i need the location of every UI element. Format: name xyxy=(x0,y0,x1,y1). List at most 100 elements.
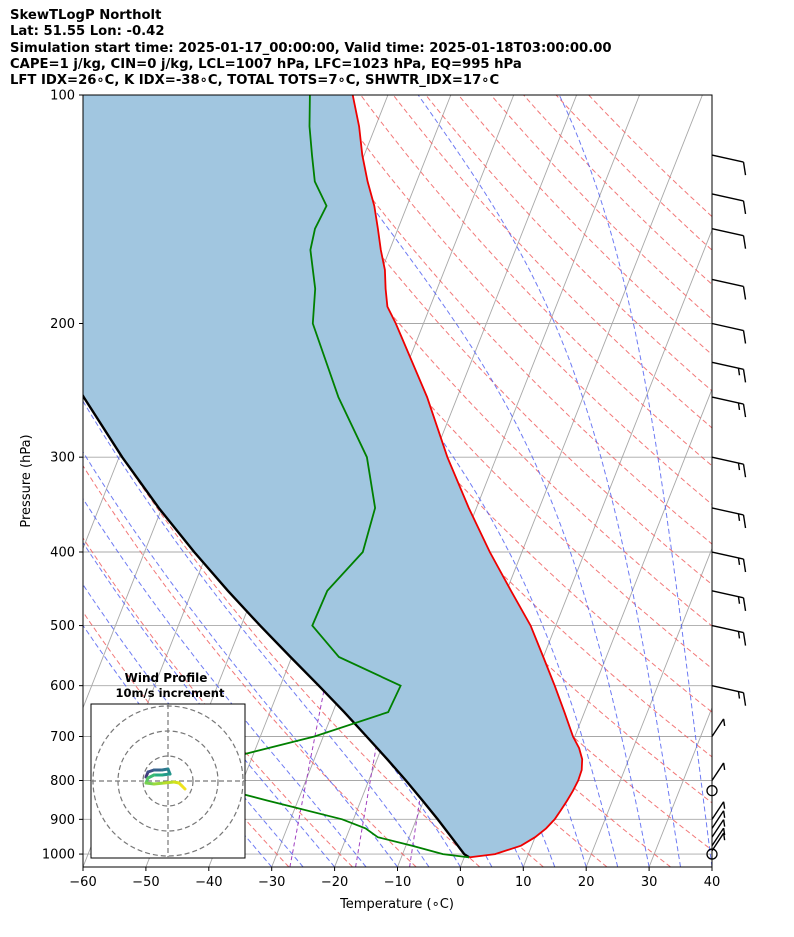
y-tick-label: 300 xyxy=(50,451,75,466)
wind-barb-half xyxy=(737,462,741,471)
wind-barb-half xyxy=(737,513,741,521)
dry-adiabat xyxy=(360,95,712,467)
wind-barb-flag xyxy=(742,162,747,176)
wind-barb-flag xyxy=(742,464,747,478)
wind-barb-staff xyxy=(711,819,725,838)
x-tick-label: −30 xyxy=(258,875,285,890)
mixing-ratio-line xyxy=(355,685,388,867)
wind-barb-half xyxy=(737,596,741,604)
x-tick-label: 40 xyxy=(704,875,721,890)
wind-barb-staff xyxy=(711,507,744,516)
hodograph-segment xyxy=(152,781,166,786)
moist-adiabat xyxy=(417,95,681,867)
x-tick-label: 0 xyxy=(456,875,464,890)
isotherm-line xyxy=(711,865,712,867)
isotherm-line xyxy=(585,547,712,867)
moist-adiabat xyxy=(83,400,430,867)
moist-adiabat xyxy=(83,541,335,867)
wind-barb-flag xyxy=(742,558,747,573)
dry-adiabat xyxy=(99,95,712,804)
x-tick-label: 30 xyxy=(641,875,658,890)
moist-adiabat xyxy=(558,95,712,867)
y-tick-label: 700 xyxy=(50,730,75,745)
wind-barb-staff xyxy=(711,624,744,634)
chart-title: SkewTLogP Northolt xyxy=(10,8,162,23)
x-tick-label: 20 xyxy=(578,875,595,890)
x-tick-label: −50 xyxy=(132,875,159,890)
y-tick-label: 500 xyxy=(50,619,75,634)
wind-barb-staff xyxy=(711,590,744,599)
wind-barbs xyxy=(706,154,747,860)
wind-barb-flag xyxy=(742,403,747,418)
params-line: CAPE=1 j/kg, CIN=0 j/kg, LCL=1007 hPa, L… xyxy=(10,56,522,72)
wind-barb-staff xyxy=(711,193,744,202)
wind-barb-staff xyxy=(711,810,725,829)
dry-adiabat xyxy=(164,95,712,713)
wind-barb-half xyxy=(722,828,726,836)
parcel-line xyxy=(83,393,470,859)
wind-barb-flag xyxy=(742,514,747,529)
x-tick-label: −60 xyxy=(69,875,96,890)
isotherm-line xyxy=(648,706,712,867)
wind-barb-staff xyxy=(711,396,744,405)
y-tick-label: 900 xyxy=(50,813,75,828)
wind-barb-staff xyxy=(711,684,744,694)
wind-barb-staff xyxy=(711,551,744,560)
y-tick-label: 800 xyxy=(50,774,75,789)
wind-barb-staff xyxy=(711,361,744,371)
wind-barb-flag xyxy=(742,369,747,383)
hodograph-segment xyxy=(180,784,187,791)
wind-barb-staff xyxy=(711,801,725,820)
wind-barb-flag xyxy=(742,632,747,646)
chart-header: SkewTLogP Northolt Lat: 51.55 Lon: -0.42… xyxy=(10,8,780,89)
wind-barb-staff xyxy=(711,322,744,332)
inset-title: Wind Profile xyxy=(125,671,208,685)
y-axis-label: Pressure (hPa) xyxy=(19,434,34,527)
wind-barb-half xyxy=(737,368,741,376)
wind-barb-flag xyxy=(742,200,747,215)
y-tick-label: 1000 xyxy=(42,848,75,863)
wind-barb-half xyxy=(737,631,741,639)
x-axis-label: Temperature (∘C) xyxy=(339,897,454,912)
wind-barb-half xyxy=(737,691,741,699)
y-tick-label: 400 xyxy=(50,546,75,561)
y-tick-label: 200 xyxy=(50,317,75,332)
hodograph-segment xyxy=(162,780,176,785)
wind-barb-half xyxy=(737,557,741,565)
dry-adiabat xyxy=(83,537,353,867)
temperature-line xyxy=(351,95,584,859)
location-line: Lat: 51.55 Lon: -0.42 xyxy=(10,24,165,40)
wind-barb-staff xyxy=(711,154,744,163)
wind-barb-staff xyxy=(711,762,725,781)
y-tick-label: 600 xyxy=(50,679,75,694)
isotherm-line xyxy=(0,95,11,867)
wind-profile-inset: Wind Profile 10m/s increment xyxy=(90,671,246,859)
wind-barb-flag xyxy=(742,330,747,344)
wind-barb-staff xyxy=(711,827,725,847)
wind-barb-staff xyxy=(711,278,744,288)
x-tick-label: −10 xyxy=(384,875,411,890)
mixing-ratio-line xyxy=(289,685,326,867)
dry-adiabat xyxy=(83,464,417,867)
wind-barb-staff xyxy=(711,456,744,465)
dry-adiabat xyxy=(588,95,712,218)
dewpoint-line xyxy=(166,95,470,859)
cape-cin-fill xyxy=(83,95,583,858)
moist-adiabat xyxy=(83,451,398,867)
wind-barb-flag xyxy=(742,692,747,706)
dry-adiabat xyxy=(392,95,712,429)
wind-barb-half xyxy=(737,402,741,411)
x-tick-label: −20 xyxy=(321,875,348,890)
wind-barb-half xyxy=(722,801,726,809)
calm-circle xyxy=(706,848,718,860)
wind-barb-half xyxy=(722,762,726,771)
cape-fill-area xyxy=(83,95,583,858)
x-axis: −60 −50 −40 −30 −20 −10 0 10 20 30 40 xyxy=(69,867,720,890)
inset-subtitle: 10m/s increment xyxy=(116,686,225,700)
moist-adiabat xyxy=(293,95,650,867)
wind-barb-half xyxy=(722,718,726,727)
dry-adiabat xyxy=(555,95,712,251)
hodograph-ring xyxy=(142,755,194,807)
hodograph xyxy=(91,704,245,858)
